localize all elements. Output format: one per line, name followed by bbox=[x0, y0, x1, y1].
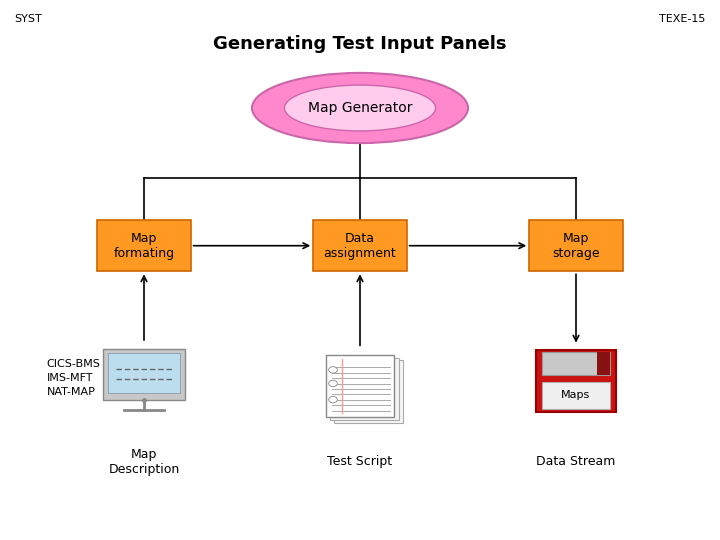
FancyBboxPatch shape bbox=[109, 353, 180, 393]
FancyBboxPatch shape bbox=[103, 349, 186, 400]
Text: Map Generator: Map Generator bbox=[307, 101, 413, 115]
Text: SYST: SYST bbox=[14, 14, 42, 24]
FancyBboxPatch shape bbox=[529, 220, 623, 271]
Text: Map
storage: Map storage bbox=[552, 232, 600, 260]
Ellipse shape bbox=[284, 85, 436, 131]
Circle shape bbox=[328, 380, 337, 387]
Circle shape bbox=[328, 396, 337, 403]
Text: Map
Description: Map Description bbox=[109, 448, 179, 476]
Text: Maps: Maps bbox=[562, 390, 590, 400]
FancyBboxPatch shape bbox=[325, 355, 395, 417]
Text: Data Stream: Data Stream bbox=[536, 455, 616, 468]
Circle shape bbox=[328, 367, 337, 373]
Text: Data
assignment: Data assignment bbox=[323, 232, 397, 260]
FancyBboxPatch shape bbox=[542, 381, 610, 408]
FancyBboxPatch shape bbox=[597, 353, 610, 375]
Text: Test Script: Test Script bbox=[328, 455, 392, 468]
FancyBboxPatch shape bbox=[313, 220, 407, 271]
Ellipse shape bbox=[252, 73, 468, 143]
FancyBboxPatch shape bbox=[97, 220, 191, 271]
Text: Generating Test Input Panels: Generating Test Input Panels bbox=[213, 35, 507, 53]
Text: Map
formating: Map formating bbox=[114, 232, 174, 260]
Text: TEXE-15: TEXE-15 bbox=[660, 14, 706, 24]
FancyBboxPatch shape bbox=[542, 353, 610, 375]
FancyBboxPatch shape bbox=[330, 358, 399, 420]
Text: CICS-BMS
IMS-MFT
NAT-MAP: CICS-BMS IMS-MFT NAT-MAP bbox=[47, 359, 101, 397]
FancyBboxPatch shape bbox=[536, 350, 616, 411]
FancyBboxPatch shape bbox=[334, 361, 403, 422]
